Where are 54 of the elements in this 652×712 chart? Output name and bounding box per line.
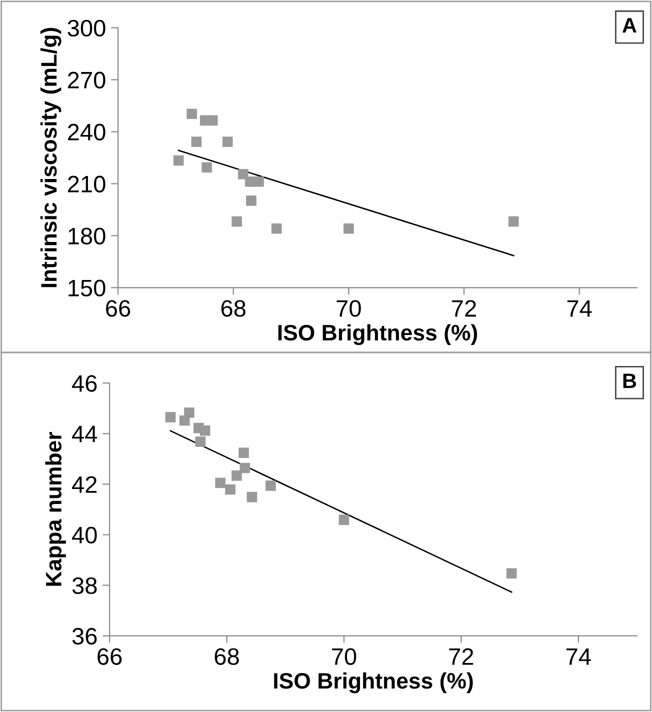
y-tick-label: 150 xyxy=(68,280,106,296)
point xyxy=(266,480,276,491)
point xyxy=(222,136,233,147)
point xyxy=(271,223,282,234)
point xyxy=(200,425,210,436)
y-tick-label: 40 xyxy=(72,526,97,544)
point xyxy=(238,169,248,180)
y-tick-label: 36 xyxy=(72,628,97,645)
y-tick-label: 300 xyxy=(68,20,106,37)
x-tick-label: 72 xyxy=(452,300,476,317)
point xyxy=(344,223,354,234)
y-tick-label: 44 xyxy=(72,426,98,442)
y-tick-label: 210 xyxy=(68,176,106,192)
point xyxy=(338,514,350,525)
y-tick-label: 38 xyxy=(72,577,97,594)
point xyxy=(246,492,258,502)
x-tick-label: 70 xyxy=(336,300,361,317)
point xyxy=(207,115,218,126)
x-tick-label: 72 xyxy=(449,648,474,665)
x-tick-label: 74 xyxy=(566,648,591,665)
point xyxy=(186,108,197,120)
y-axis-title: Kappa number xyxy=(45,432,66,586)
x-tick-label: 68 xyxy=(221,300,246,317)
x-tick-label: 66 xyxy=(106,300,130,317)
x-tick-label: 70 xyxy=(332,648,356,665)
x-tick-label: 66 xyxy=(98,648,122,665)
point xyxy=(240,462,250,474)
x-axis-title: ISO Brightness (%) xyxy=(274,672,473,694)
point xyxy=(202,162,212,173)
y-tick-label: 42 xyxy=(72,476,97,493)
point xyxy=(254,176,264,187)
x-tick-label: 68 xyxy=(214,648,239,665)
point xyxy=(508,216,519,227)
y-axis-title: Intrinsic viscosity (mL/g) xyxy=(40,28,62,288)
x-axis-title: ISO Brightness (%) xyxy=(278,324,478,346)
point xyxy=(232,470,242,481)
y-tick-label: 270 xyxy=(68,72,106,89)
annotation: B xyxy=(623,374,636,388)
point xyxy=(215,478,226,488)
point xyxy=(173,155,184,166)
x-tick-label: 74 xyxy=(567,300,592,317)
y-tick-label: 46 xyxy=(72,375,97,392)
point xyxy=(246,196,256,206)
y-tick-label: 180 xyxy=(68,228,106,244)
point xyxy=(238,448,249,458)
point xyxy=(232,216,242,227)
point xyxy=(506,568,517,579)
point xyxy=(191,136,202,147)
point xyxy=(165,412,176,422)
y-tick-label: 240 xyxy=(68,124,106,141)
point xyxy=(195,436,206,447)
annotation: A xyxy=(622,18,636,32)
point xyxy=(225,484,236,495)
point xyxy=(184,407,194,418)
